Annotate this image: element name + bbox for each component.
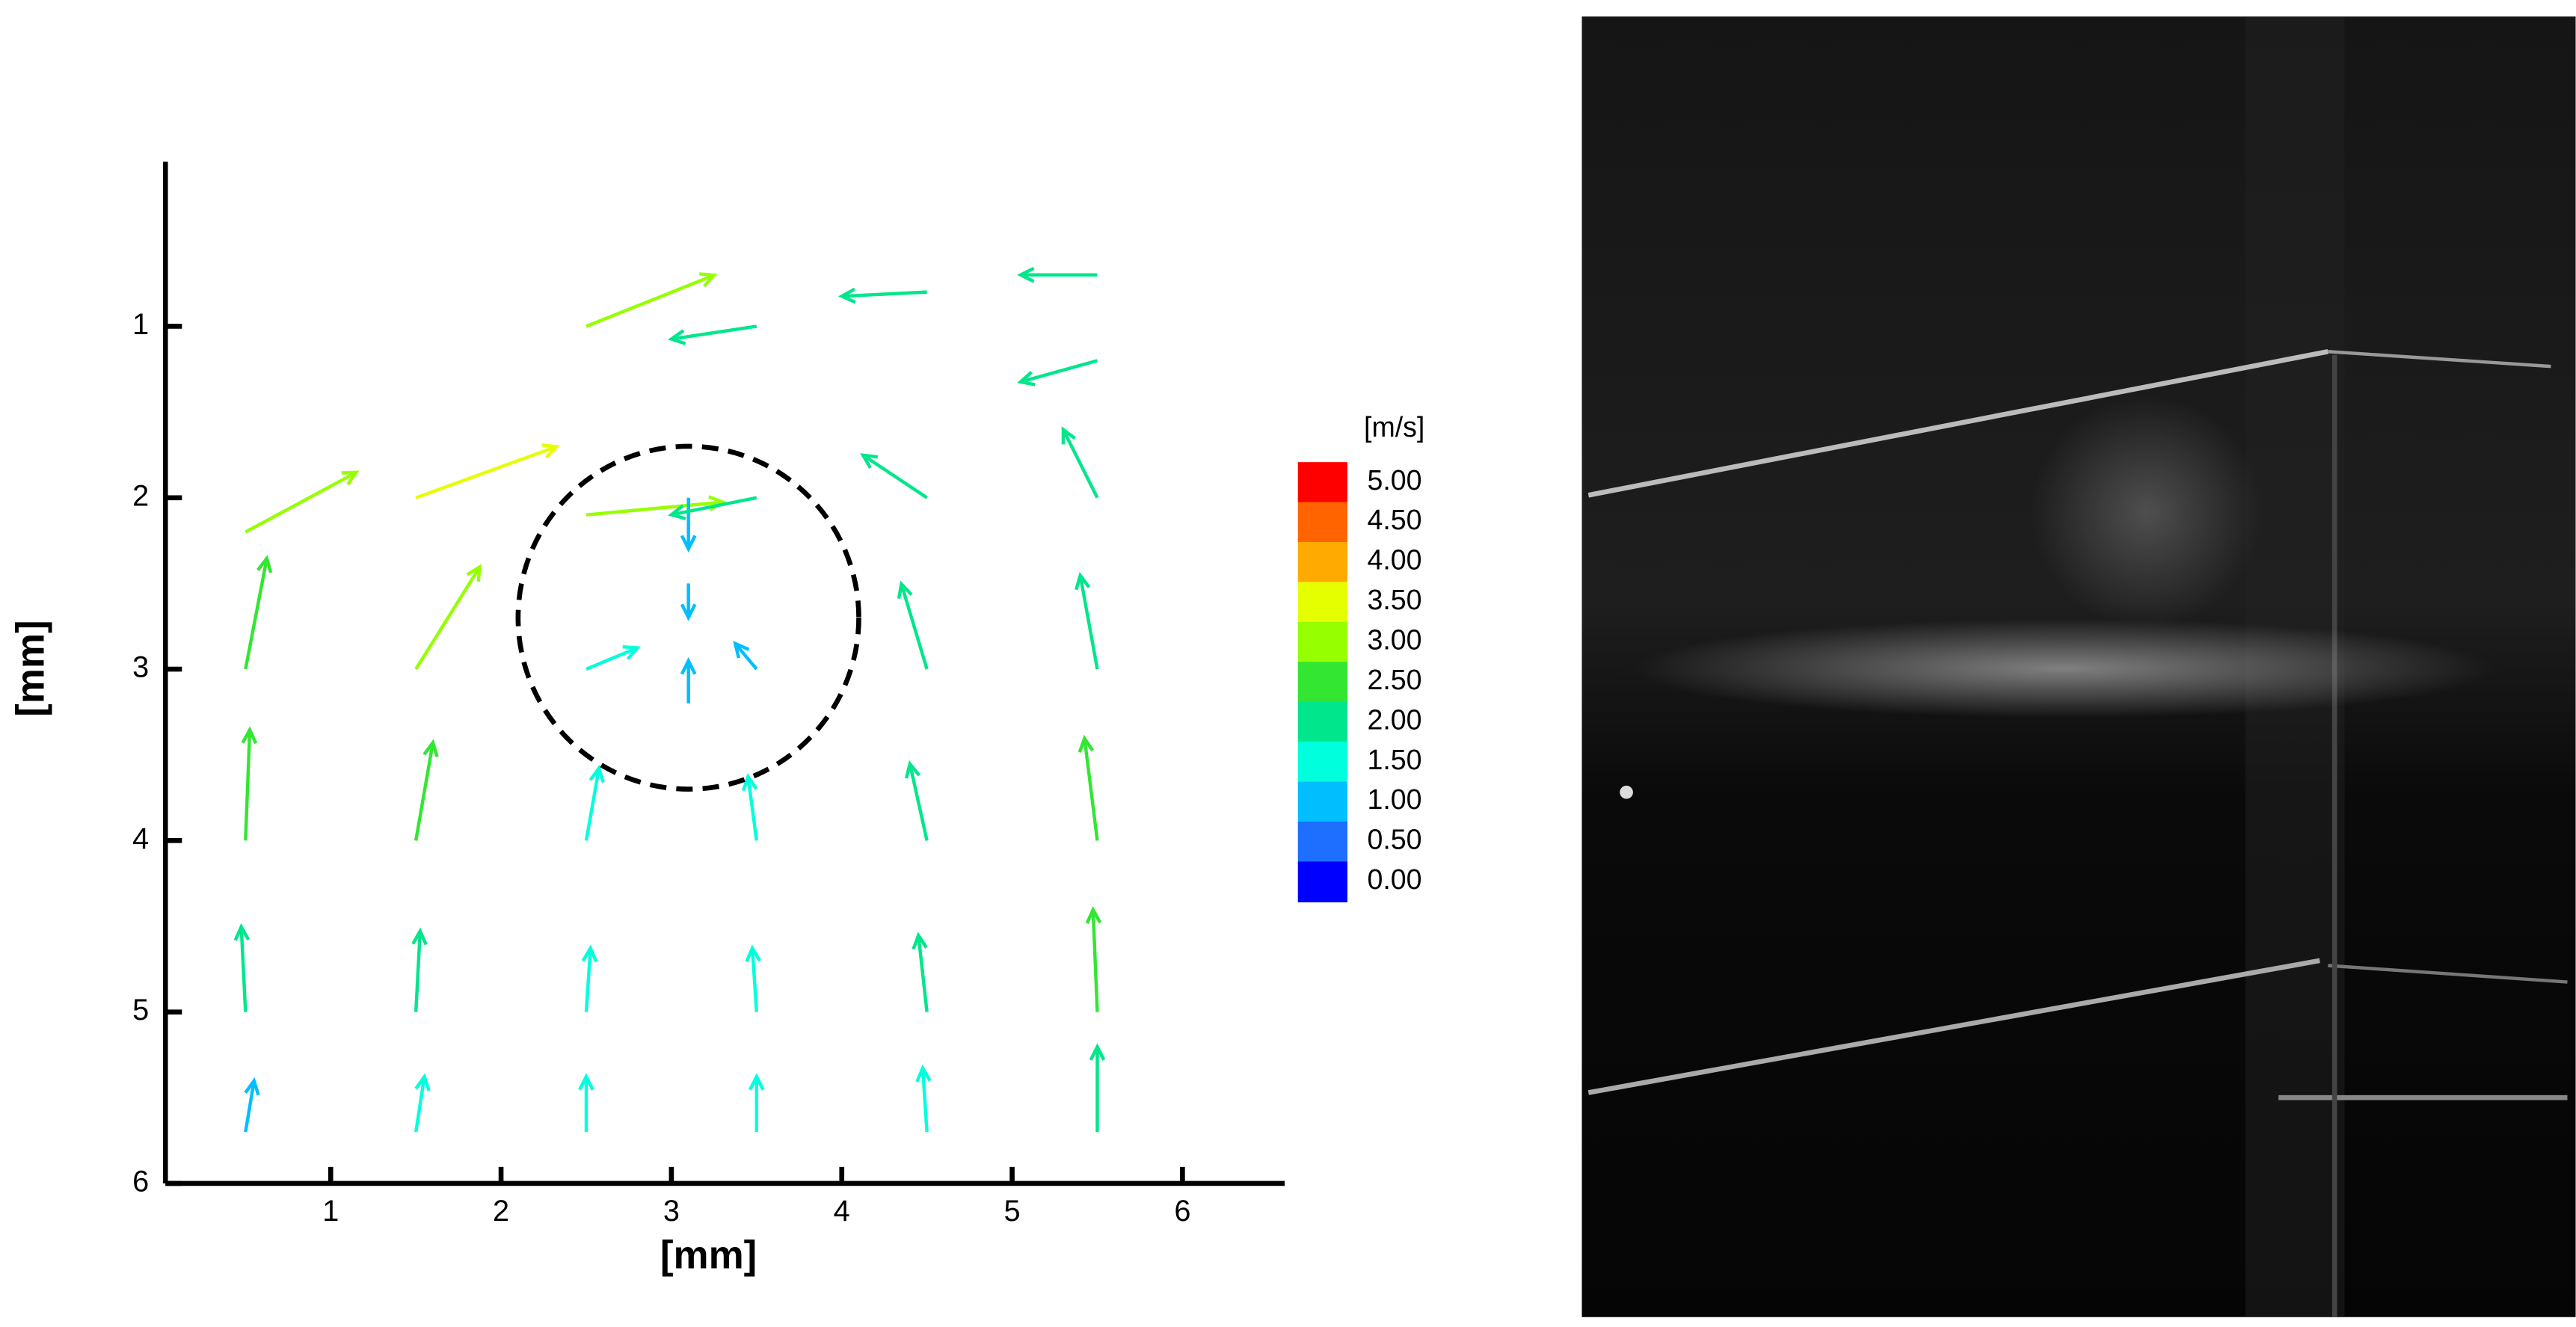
colorbar-swatch: [1297, 502, 1347, 544]
x-tick-label: 5: [1004, 1195, 1021, 1228]
velocity-vector: [584, 764, 605, 841]
velocity-vector: [741, 773, 759, 841]
velocity-vector: [414, 739, 439, 841]
velocity-vector: [585, 645, 641, 671]
velocity-vector: [680, 583, 697, 621]
velocity-vector: [581, 944, 598, 1012]
x-tick-label: 1: [322, 1195, 339, 1228]
x-axis-label: [mm]: [660, 1233, 757, 1277]
velocity-vector: [904, 760, 929, 841]
colorbar-title: [m/s]: [1364, 411, 1424, 443]
velocity-vector: [578, 1073, 594, 1133]
y-tick-label: 1: [132, 308, 149, 341]
velocity-vector: [414, 564, 482, 671]
velocity-vector: [680, 657, 697, 703]
velocity-vector: [912, 932, 929, 1012]
velocity-vector: [745, 944, 762, 1012]
y-tick-label: 2: [132, 479, 149, 512]
velocity-vector: [244, 555, 273, 670]
colorbar-swatch: [1297, 821, 1347, 863]
velocity-vector: [1017, 266, 1098, 283]
colorbar-swatch: [1297, 742, 1347, 783]
velocity-vector: [1075, 571, 1099, 670]
photo: [1581, 16, 2576, 1317]
colorbar-label: 2.00: [1367, 703, 1421, 735]
velocity-vector: [241, 726, 258, 841]
velocity-vector: [1078, 734, 1099, 841]
colorbar-label: 5.00: [1367, 464, 1421, 496]
velocity-vector: [897, 580, 929, 670]
velocity-vector: [668, 496, 757, 520]
velocity-vector: [733, 641, 758, 671]
velocity-vector: [585, 495, 727, 517]
y-tick-label: 3: [132, 651, 149, 684]
velocity-vector: [1089, 1043, 1106, 1133]
colorbar-swatch: [1297, 621, 1347, 663]
velocity-vector: [1085, 906, 1102, 1012]
velocity-vector: [860, 453, 928, 499]
x-tick-label: 2: [493, 1195, 509, 1228]
x-tick-label: 4: [834, 1195, 850, 1228]
colorbar-label: 3.50: [1367, 584, 1421, 615]
colorbar-swatch: [1297, 781, 1347, 823]
velocity-vector: [244, 1077, 260, 1133]
colorbar-swatch: [1297, 861, 1347, 902]
x-tick-label: 3: [663, 1195, 680, 1228]
colorbar-swatch: [1297, 582, 1347, 623]
velocity-vector: [1017, 359, 1098, 387]
velocity-vector: [915, 1064, 932, 1133]
colorbar-label: 0.00: [1367, 863, 1421, 895]
velocity-vector: [411, 927, 428, 1012]
velocity-vector: [748, 1073, 765, 1133]
colorbar-swatch: [1297, 662, 1347, 703]
colorbar-label: 2.50: [1367, 664, 1421, 695]
velocity-vector: [668, 324, 757, 345]
velocity-vector: [837, 287, 927, 304]
velocity-vector: [415, 443, 560, 499]
y-tick-label: 6: [132, 1165, 149, 1198]
colorbar-label: 3.00: [1367, 624, 1421, 655]
velocity-vector: [585, 272, 718, 328]
colorbar-swatch: [1297, 701, 1347, 743]
velocity-vector: [1061, 426, 1099, 499]
colorbar-label: 4.50: [1367, 504, 1421, 535]
y-tick-label: 4: [132, 822, 149, 855]
velocity-vector: [245, 470, 360, 534]
y-axis-label: [mm]: [9, 620, 53, 716]
colorbar-swatch: [1297, 542, 1347, 583]
y-tick-label: 5: [132, 994, 149, 1026]
colorbar-label: 1.00: [1367, 783, 1421, 815]
x-tick-label: 6: [1174, 1195, 1190, 1228]
velocity-vector: [680, 497, 697, 553]
dashed-circle: [515, 443, 861, 792]
colorbar-label: 1.50: [1367, 744, 1421, 775]
colorbar-swatch: [1297, 462, 1347, 503]
velocity-vector: [414, 1073, 431, 1133]
velocity-vector: [233, 923, 250, 1012]
colorbar-label: 4.00: [1367, 544, 1421, 576]
colorbar-label: 0.50: [1367, 824, 1421, 855]
